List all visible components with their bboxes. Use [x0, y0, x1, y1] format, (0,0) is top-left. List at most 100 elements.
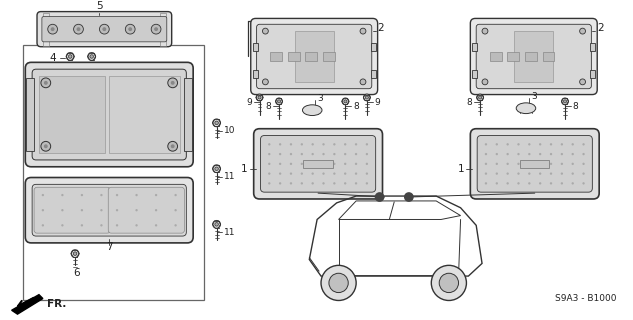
Circle shape	[301, 143, 303, 146]
Circle shape	[329, 273, 348, 292]
Text: 7: 7	[106, 242, 113, 252]
Bar	[371, 43, 375, 51]
Circle shape	[155, 224, 157, 227]
Circle shape	[506, 182, 509, 185]
Text: 1: 1	[458, 164, 465, 174]
Circle shape	[496, 163, 498, 165]
Circle shape	[61, 209, 63, 212]
Circle shape	[517, 143, 520, 146]
FancyBboxPatch shape	[32, 184, 186, 236]
Circle shape	[311, 143, 314, 146]
Circle shape	[215, 223, 218, 226]
Circle shape	[580, 28, 586, 34]
Circle shape	[344, 172, 346, 175]
Circle shape	[333, 172, 335, 175]
Circle shape	[263, 79, 268, 85]
Circle shape	[171, 81, 175, 85]
Circle shape	[366, 163, 368, 165]
Ellipse shape	[303, 105, 322, 116]
Circle shape	[68, 55, 72, 58]
Bar	[542, 52, 555, 61]
Circle shape	[582, 172, 585, 175]
Circle shape	[73, 24, 84, 34]
Circle shape	[290, 182, 292, 185]
Circle shape	[496, 172, 498, 175]
Circle shape	[485, 163, 487, 165]
Bar	[303, 160, 333, 168]
Circle shape	[155, 194, 157, 196]
Bar	[295, 31, 334, 82]
Circle shape	[344, 153, 346, 155]
Circle shape	[268, 182, 270, 185]
Circle shape	[517, 172, 520, 175]
Circle shape	[333, 182, 335, 185]
Circle shape	[333, 153, 335, 155]
Bar	[110, 76, 180, 153]
Circle shape	[539, 182, 541, 185]
Circle shape	[290, 172, 292, 175]
Circle shape	[333, 143, 335, 146]
Circle shape	[103, 27, 106, 31]
Circle shape	[135, 194, 138, 196]
Bar	[371, 70, 375, 77]
Circle shape	[175, 224, 177, 227]
Circle shape	[485, 143, 487, 146]
Circle shape	[506, 163, 509, 165]
Circle shape	[528, 172, 530, 175]
Circle shape	[100, 224, 103, 227]
Circle shape	[439, 273, 458, 292]
Bar	[27, 78, 34, 151]
Text: 11: 11	[224, 228, 236, 237]
Circle shape	[279, 153, 281, 155]
Circle shape	[268, 163, 270, 165]
Circle shape	[61, 194, 63, 196]
Circle shape	[268, 172, 270, 175]
Circle shape	[482, 79, 488, 85]
Circle shape	[550, 163, 552, 165]
Circle shape	[561, 153, 563, 155]
Bar	[39, 76, 105, 153]
Text: 8: 8	[353, 102, 359, 111]
Circle shape	[506, 172, 509, 175]
Circle shape	[344, 143, 346, 146]
FancyBboxPatch shape	[34, 187, 110, 233]
Circle shape	[496, 143, 498, 146]
Text: 5: 5	[96, 1, 103, 11]
Circle shape	[125, 24, 135, 34]
Circle shape	[311, 182, 314, 185]
Circle shape	[168, 141, 177, 151]
Circle shape	[344, 100, 347, 103]
Circle shape	[155, 209, 157, 212]
Circle shape	[301, 163, 303, 165]
Circle shape	[301, 182, 303, 185]
Bar	[472, 70, 477, 77]
FancyBboxPatch shape	[261, 136, 375, 192]
Circle shape	[135, 209, 138, 212]
Circle shape	[506, 143, 509, 146]
Circle shape	[263, 28, 268, 34]
Circle shape	[44, 81, 47, 85]
Circle shape	[572, 172, 574, 175]
Circle shape	[213, 119, 220, 127]
Circle shape	[322, 163, 325, 165]
Text: 11: 11	[224, 172, 236, 181]
Circle shape	[550, 153, 552, 155]
Circle shape	[215, 167, 218, 171]
Circle shape	[355, 143, 357, 146]
Circle shape	[215, 121, 218, 124]
Circle shape	[342, 98, 349, 105]
Circle shape	[42, 224, 44, 227]
Circle shape	[528, 143, 530, 146]
Circle shape	[256, 94, 263, 101]
Circle shape	[322, 182, 325, 185]
Bar	[508, 52, 519, 61]
Circle shape	[365, 96, 368, 99]
Circle shape	[528, 182, 530, 185]
Circle shape	[116, 224, 118, 227]
FancyBboxPatch shape	[470, 129, 599, 199]
Circle shape	[355, 153, 357, 155]
Bar	[305, 52, 317, 61]
Circle shape	[44, 144, 47, 148]
FancyBboxPatch shape	[42, 16, 167, 42]
FancyBboxPatch shape	[32, 69, 186, 160]
